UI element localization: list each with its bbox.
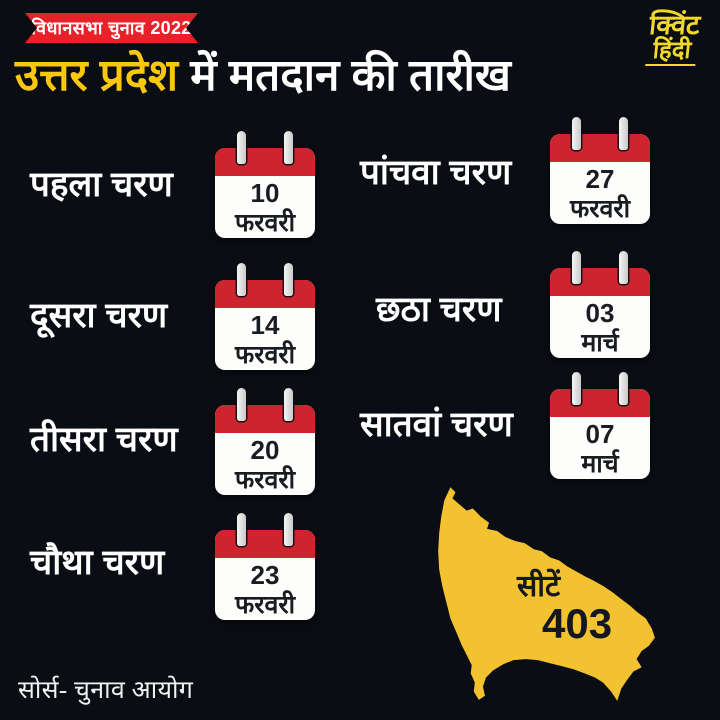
seats-value: 403: [542, 600, 613, 647]
calendar-header-band: [550, 134, 650, 162]
calendar-pin-icon: [284, 513, 293, 546]
ribbon-badge: विधानसभा चुनाव 2022: [25, 13, 198, 43]
uttar-pradesh-map: [428, 480, 662, 706]
phase-7-month: मार्च: [581, 449, 619, 478]
phase-5-label: पांचवा चरण: [360, 153, 512, 192]
phase-2-label: दूसरा चरण: [30, 296, 168, 335]
calendar-header-band: [215, 148, 315, 176]
phase-6-date: 03: [585, 298, 615, 328]
calendar-header-band: [550, 268, 650, 296]
calendar-pin-icon: [284, 388, 293, 421]
calendar-pin-icon: [572, 372, 581, 405]
calendar-body: 07 मार्च: [550, 389, 650, 479]
ribbon-text: विधानसभा चुनाव 2022: [31, 18, 192, 38]
phase-1-month: फरवरी: [234, 208, 296, 237]
phase-1-date: 10: [250, 178, 280, 208]
calendar-pin-icon: [237, 263, 246, 296]
phase-7-date: 07: [585, 419, 615, 449]
calendar-icon: 27 फरवरी: [550, 117, 650, 224]
phase-4-date: 23: [250, 560, 280, 590]
phase-3-label: तीसरा चरण: [30, 420, 178, 459]
phase-7-label: सातवां चरण: [360, 405, 513, 444]
calendar-icon: 10 फरवरी: [215, 131, 315, 238]
phase-3-month: फरवरी: [234, 465, 296, 494]
calendar-body: 14 फरवरी: [215, 280, 315, 370]
calendar-body: 20 फरवरी: [215, 405, 315, 495]
calendar-body: 03 मार्च: [550, 268, 650, 358]
calendar-pin-icon: [619, 251, 628, 284]
logo-text-top: क्विंट: [647, 10, 702, 40]
seats-label: सीटें: [517, 570, 561, 603]
calendar-icon: 23 फरवरी: [215, 513, 315, 620]
calendar-pin-icon: [237, 131, 246, 164]
calendar-body: 10 फरवरी: [215, 148, 315, 238]
calendar-body: 23 फरवरी: [215, 530, 315, 620]
calendar-header-band: [215, 530, 315, 558]
calendar-pin-icon: [284, 131, 293, 164]
calendar-header-band: [550, 389, 650, 417]
phase-1-label: पहला चरण: [30, 165, 173, 204]
calendar-pin-icon: [572, 117, 581, 150]
calendar-icon: 20 फरवरी: [215, 388, 315, 495]
title-rest: में मतदान की तारीख: [178, 51, 511, 100]
calendar-pin-icon: [284, 263, 293, 296]
calendar-pin-icon: [619, 372, 628, 405]
phase-5-month: फरवरी: [569, 194, 631, 223]
phase-6-month: मार्च: [581, 328, 619, 357]
calendar-header-band: [215, 405, 315, 433]
phase-4-month: फरवरी: [234, 590, 296, 619]
phase-3-date: 20: [250, 435, 280, 465]
calendar-body: 27 फरवरी: [550, 134, 650, 224]
calendar-pin-icon: [572, 251, 581, 284]
calendar-icon: 14 फरवरी: [215, 263, 315, 370]
calendar-icon: 07 मार्च: [550, 372, 650, 479]
calendar-pin-icon: [237, 388, 246, 421]
calendar-icon: 03 मार्च: [550, 251, 650, 358]
phase-5-date: 27: [585, 164, 615, 194]
page-title: उत्तर प्रदेश में मतदान की तारीख: [15, 50, 705, 103]
calendar-pin-icon: [237, 513, 246, 546]
phase-2-month: फरवरी: [234, 340, 296, 369]
title-highlight: उत्तर प्रदेश: [15, 51, 179, 100]
calendar-pin-icon: [619, 117, 628, 150]
source-credit: सोर्स- चुनाव आयोग: [18, 677, 194, 704]
phase-2-date: 14: [250, 310, 280, 340]
phase-6-label: छठा चरण: [376, 290, 502, 329]
phase-4-label: चौथा चरण: [30, 543, 165, 582]
calendar-header-band: [215, 280, 315, 308]
